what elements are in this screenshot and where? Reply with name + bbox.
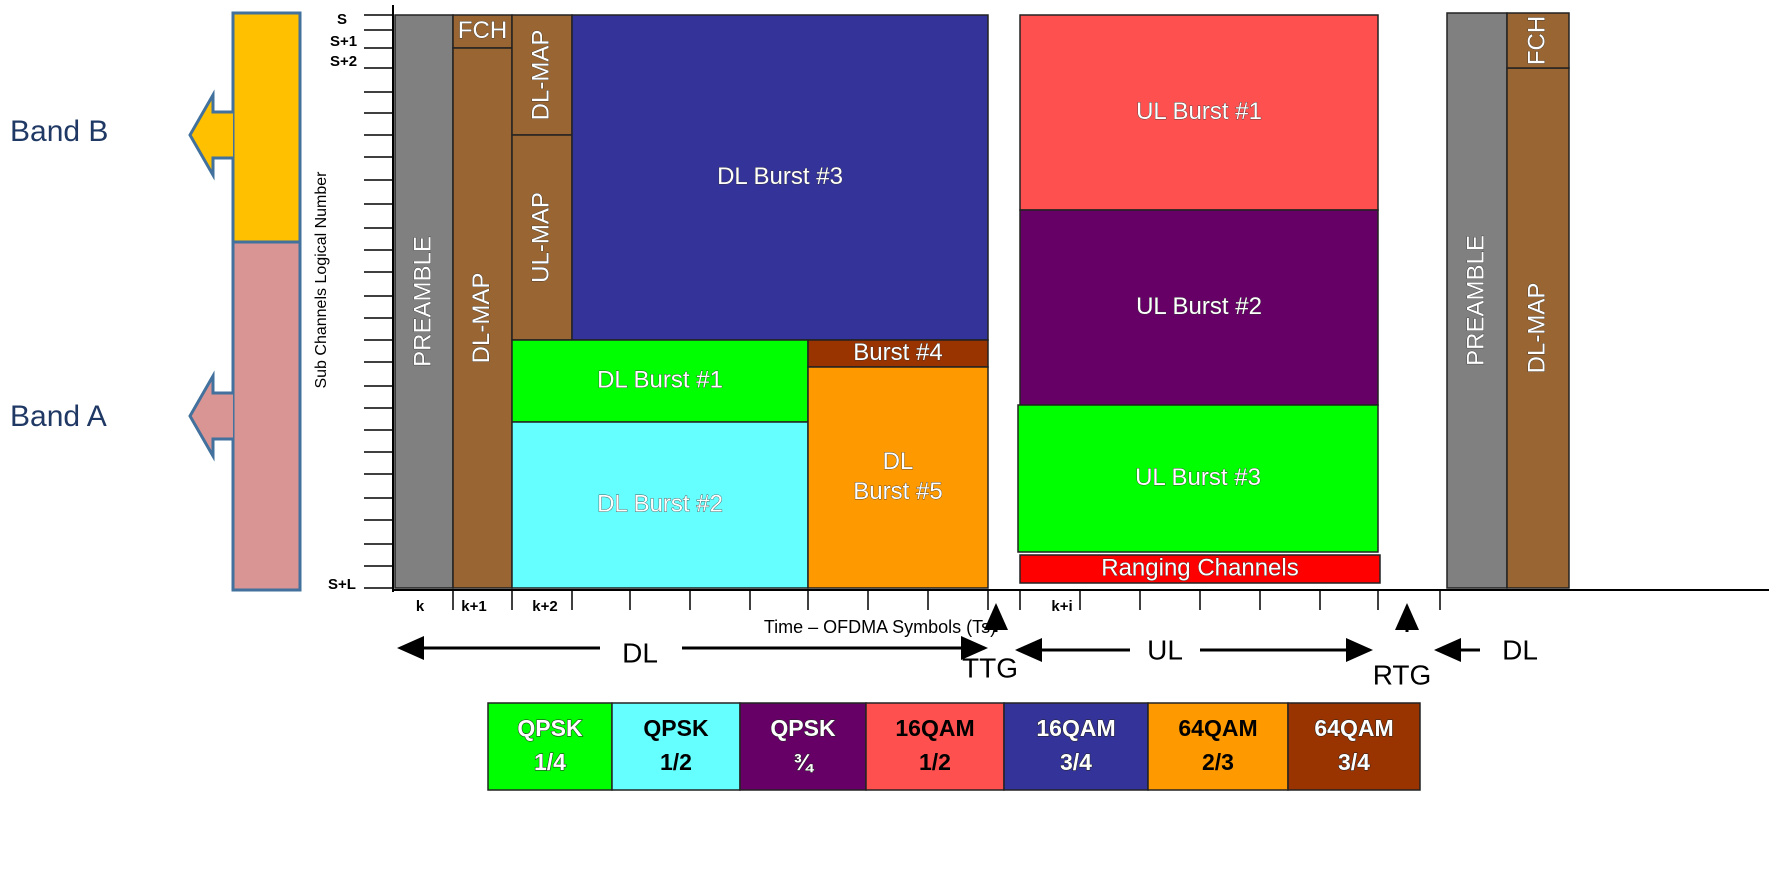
legend-label: ¾ [793, 749, 814, 775]
legend-swatch [1287, 702, 1421, 791]
block [1019, 554, 1381, 584]
legend-swatch [1147, 702, 1289, 791]
band-b-arrow [188, 89, 233, 181]
legend-label: 64QAM [1178, 715, 1257, 741]
legend-label: 16QAM [1036, 715, 1115, 741]
block [1506, 12, 1570, 69]
block [1019, 14, 1379, 211]
block-label: Burst #4 [853, 339, 942, 366]
legend-swatch [739, 702, 867, 791]
phase-label: DL [1502, 634, 1538, 665]
block-label: UL Burst #2 [1136, 293, 1262, 320]
block-label: UL-MAP [527, 192, 554, 283]
y-tick-label: S+1 [330, 33, 357, 50]
legend-label: 1/2 [919, 749, 951, 775]
y-tick-label: S+L [328, 576, 356, 593]
y-axis-label: Sub Channels Logical Number [313, 171, 330, 389]
legend-label: 1/4 [534, 749, 566, 775]
legend-swatch [487, 702, 613, 791]
block-label: UL Burst #3 [1135, 464, 1261, 491]
x-ticks [452, 590, 1441, 610]
block [511, 134, 573, 341]
legend-label: 1/2 [660, 749, 692, 775]
band-label: Band A [10, 400, 107, 433]
phase-label: DL [622, 637, 658, 668]
block-label: PREAMBLE [409, 236, 436, 367]
legend-swatch [865, 702, 1005, 791]
band-a-bar [231, 240, 302, 592]
band-a-arrow [188, 370, 233, 462]
legend-label: 3/4 [1060, 749, 1092, 775]
x-tick-label: k+i [1051, 598, 1072, 615]
block [807, 339, 989, 368]
block [807, 366, 989, 589]
legend-label: 64QAM [1314, 715, 1393, 741]
legend-label: QPSK [643, 715, 709, 741]
block-label: DL [883, 448, 914, 475]
y-tick-label: S [337, 11, 347, 28]
legend-label: 3/4 [1338, 749, 1370, 775]
band-b-bar [231, 11, 302, 244]
block-label: DL-MAP [1523, 283, 1550, 374]
block [1017, 404, 1379, 553]
x-tick-label: k [416, 598, 425, 615]
block-label: FCH [458, 17, 507, 44]
block-label: UL Burst #1 [1136, 98, 1262, 125]
block-label: DL Burst #1 [597, 366, 723, 393]
block [1019, 209, 1379, 406]
block [452, 47, 513, 589]
block-label: Burst #5 [853, 478, 942, 505]
legend-label: QPSK [517, 715, 583, 741]
legend-swatch [611, 702, 741, 791]
block-label: DL Burst #3 [717, 163, 843, 190]
block-label: DL-MAP [527, 30, 554, 121]
phase-label: UL [1147, 634, 1183, 665]
block-label: DL-MAP [468, 273, 495, 364]
phase-label: RTG [1373, 659, 1432, 690]
band-label: Band B [10, 115, 108, 148]
legend: QPSK 1/4 QPSK 1/2 QPSK ¾ 16QAM 1/2 16QAM 3/4 64QAM… [487, 702, 1421, 791]
phase-label: TTG [962, 652, 1018, 683]
y-tick-label: S+2 [330, 53, 357, 70]
block-label: DL Burst #2 [597, 490, 723, 517]
legend-label: 16QAM [895, 715, 974, 741]
y-ticks [364, 14, 393, 589]
block [1446, 12, 1508, 589]
block [511, 421, 809, 589]
block [571, 14, 989, 341]
legend-label: 2/3 [1202, 749, 1234, 775]
block [511, 339, 809, 423]
block-label: FCH [1523, 16, 1550, 65]
legend-label: QPSK [770, 715, 836, 741]
x-tick-label: k+1 [461, 598, 486, 615]
block-label: Ranging Channels [1101, 554, 1298, 581]
block [1506, 67, 1570, 589]
x-tick-label: k+2 [532, 598, 557, 615]
blocks: PREAMBLE FCH DL-MAP DL-MAP UL-MAP DL Burst #3… [394, 12, 1570, 589]
x-axis-label: Time – OFDMA Symbols (Ts) [764, 617, 996, 637]
block-label: PREAMBLE [1462, 235, 1489, 366]
